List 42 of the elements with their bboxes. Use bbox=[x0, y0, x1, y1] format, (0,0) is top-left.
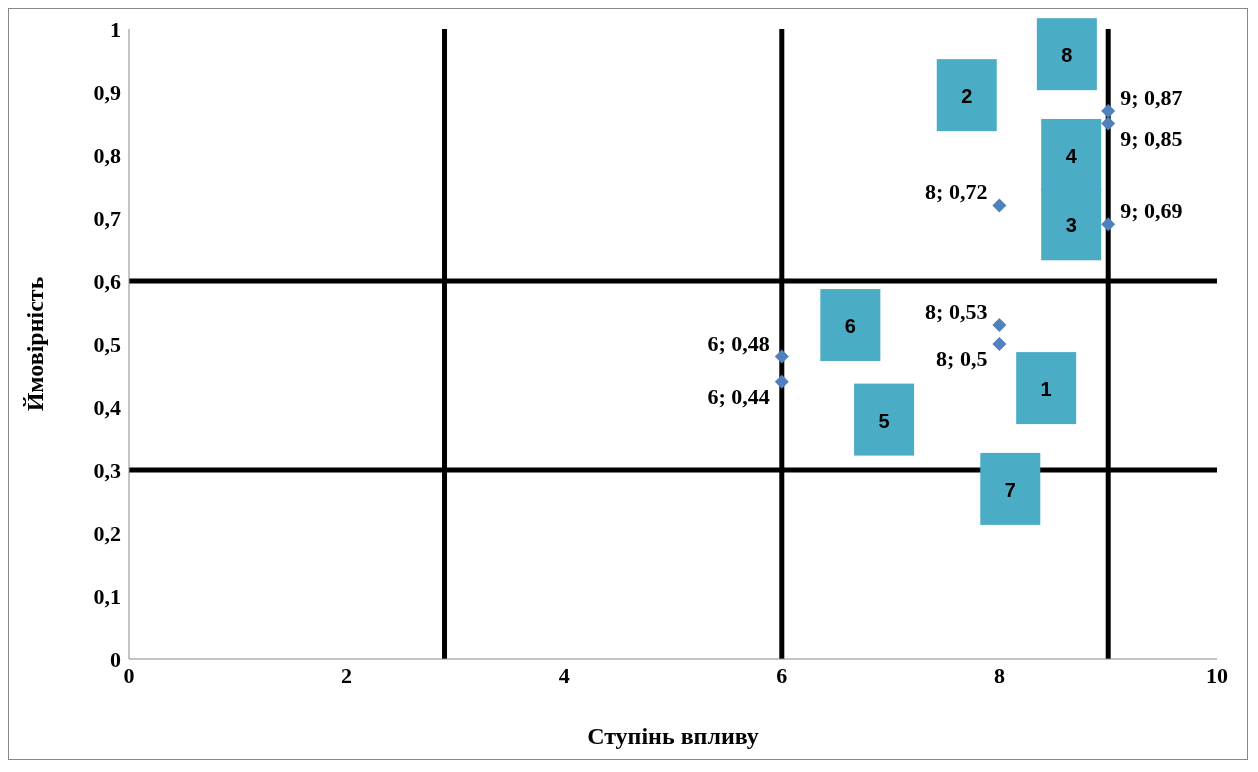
point bbox=[992, 337, 1007, 351]
annotation: 8 bbox=[1061, 44, 1073, 67]
y-tick-label: 0,6 bbox=[93, 268, 121, 294]
y-tick-label: 0,1 bbox=[93, 583, 121, 609]
annotation: 5 bbox=[878, 409, 890, 432]
annotation: 2 bbox=[961, 85, 973, 108]
y-tick-label: 1 bbox=[110, 16, 121, 42]
point bbox=[992, 198, 1007, 213]
point bbox=[1101, 116, 1116, 131]
annotation: 3 bbox=[1065, 214, 1077, 237]
annotation: 6 bbox=[844, 315, 856, 338]
y-tick-label: 0,9 bbox=[93, 79, 121, 105]
point bbox=[992, 318, 1007, 333]
y-tick-label: 0,5 bbox=[93, 331, 121, 357]
data-label: 9; 0,87 bbox=[1120, 84, 1183, 110]
x-tick-label: 2 bbox=[341, 662, 353, 688]
data-label: 8; 0,53 bbox=[925, 299, 988, 325]
y-tick-label: 0,7 bbox=[93, 205, 121, 231]
y-tick-label: 0,3 bbox=[93, 457, 121, 483]
x-tick-label: 10 bbox=[1206, 662, 1228, 688]
point bbox=[1101, 217, 1116, 232]
y-tick-label: 0 bbox=[110, 646, 121, 672]
data-label: 8; 0,72 bbox=[925, 179, 988, 205]
x-axis-title: Ступінь впливу bbox=[587, 723, 759, 749]
y-tick-label: 0,8 bbox=[93, 142, 121, 168]
y-axis-title: Ймовірність bbox=[21, 276, 48, 412]
data-label: 9; 0,85 bbox=[1120, 125, 1183, 151]
point bbox=[774, 349, 789, 364]
x-tick-label: 4 bbox=[558, 662, 570, 688]
data-label: 9; 0,69 bbox=[1120, 198, 1183, 224]
data-label: 6; 0,44 bbox=[707, 383, 770, 409]
annotation: 7 bbox=[1004, 478, 1016, 501]
point bbox=[774, 374, 789, 389]
x-tick-label: 8 bbox=[993, 662, 1005, 688]
annotation: 1 bbox=[1040, 378, 1052, 401]
y-tick-label: 0,4 bbox=[93, 394, 121, 420]
x-tick-label: 6 bbox=[776, 662, 788, 688]
annotation: 4 bbox=[1065, 145, 1078, 167]
point bbox=[1101, 103, 1116, 118]
data-label: 8; 0,5 bbox=[936, 346, 988, 371]
data-label: 6; 0,48 bbox=[707, 330, 770, 356]
y-tick-label: 0,2 bbox=[93, 520, 121, 546]
